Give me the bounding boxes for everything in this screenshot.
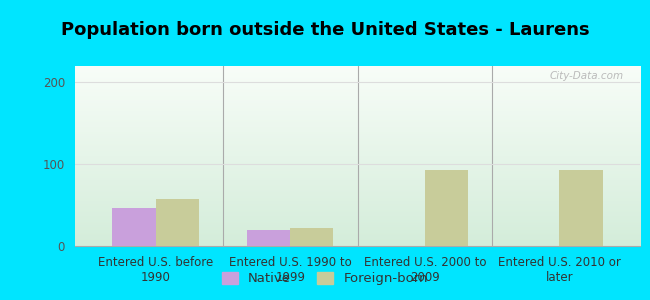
Bar	[560, 170, 603, 246]
Text: City-Data.com: City-Data.com	[549, 71, 623, 81]
Bar	[155, 200, 199, 246]
Bar	[290, 228, 333, 246]
Bar	[425, 170, 468, 246]
Legend: Native, Foreign-born: Native, Foreign-born	[216, 266, 434, 290]
Text: Population born outside the United States - Laurens: Population born outside the United State…	[60, 21, 590, 39]
Bar	[112, 208, 155, 246]
Bar	[247, 230, 290, 246]
